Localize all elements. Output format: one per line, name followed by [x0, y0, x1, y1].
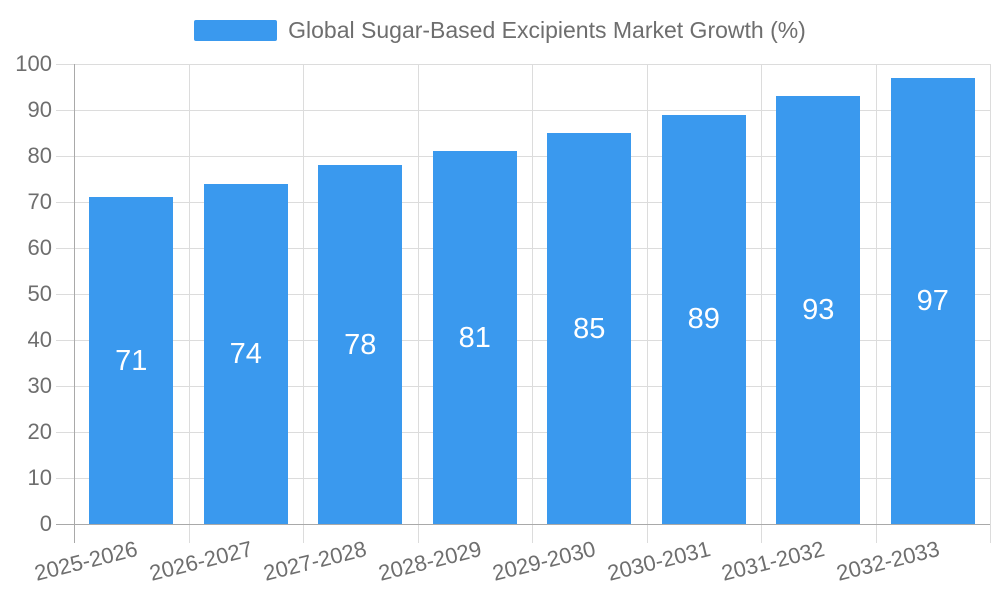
- y-axis-label: 10: [27, 465, 52, 490]
- v-gridline: [417, 64, 419, 524]
- y-axis-label: 90: [27, 97, 52, 122]
- bar[interactable]: [89, 197, 174, 524]
- x-axis-tick: [532, 524, 533, 543]
- y-axis-label: 60: [27, 235, 52, 260]
- y-axis-tick: [56, 478, 74, 479]
- y-axis-label: 80: [27, 143, 52, 168]
- y-axis-label: 0: [39, 511, 52, 536]
- y-axis-tick: [56, 202, 74, 203]
- y-axis-label: 40: [27, 327, 52, 352]
- x-axis-label: 2030-2031: [604, 536, 713, 586]
- bar[interactable]: [547, 133, 632, 524]
- x-axis-tick: [761, 524, 762, 543]
- x-axis-label: 2026-2027: [146, 536, 255, 586]
- v-gridline: [303, 64, 304, 524]
- y-axis-tick: [56, 64, 74, 65]
- y-axis-line: [74, 64, 75, 543]
- y-axis-label: 20: [27, 419, 52, 444]
- x-axis-line: [56, 524, 990, 525]
- y-axis-label: 50: [27, 281, 52, 306]
- legend[interactable]: Global Sugar-Based Excipients Market Gro…: [0, 17, 1000, 43]
- x-axis-label: 2031-2032: [718, 536, 828, 586]
- x-axis-label: 2032-2033: [833, 536, 942, 586]
- v-gridline: [646, 64, 648, 524]
- x-axis-tick: [875, 524, 877, 543]
- x-axis-tick: [188, 524, 190, 543]
- x-axis-label: 2027-2028: [260, 536, 370, 586]
- y-axis-tick: [56, 110, 74, 111]
- y-axis-tick: [56, 432, 74, 433]
- legend-label: Global Sugar-Based Excipients Market Gro…: [288, 17, 806, 43]
- y-axis-tick: [56, 156, 74, 157]
- x-axis-label: 2028-2029: [375, 536, 484, 586]
- bar[interactable]: [890, 77, 975, 524]
- v-gridline: [188, 64, 190, 524]
- y-axis-label: 100: [15, 51, 52, 76]
- x-axis-tick: [303, 524, 304, 543]
- v-gridline: [532, 64, 533, 524]
- x-axis-label: 2029-2030: [489, 536, 599, 586]
- x-axis-label: 2025-2026: [31, 536, 141, 586]
- y-axis-tick: [56, 340, 74, 341]
- v-gridline: [761, 64, 762, 524]
- y-axis-tick: [56, 248, 74, 249]
- bar[interactable]: [661, 114, 746, 524]
- legend-swatch-icon: [194, 19, 278, 41]
- x-axis-tick: [417, 524, 419, 543]
- v-gridline: [875, 64, 877, 524]
- x-axis-tick: [990, 524, 991, 543]
- bar[interactable]: [432, 151, 517, 524]
- y-axis-tick: [56, 386, 74, 387]
- bar[interactable]: [318, 165, 403, 524]
- y-axis-label: 70: [27, 189, 52, 214]
- y-axis-tick: [56, 294, 74, 295]
- bar[interactable]: [776, 96, 861, 524]
- v-gridline: [990, 64, 991, 524]
- bar[interactable]: [203, 183, 288, 524]
- x-axis-tick: [646, 524, 648, 543]
- y-axis-label: 30: [27, 373, 52, 398]
